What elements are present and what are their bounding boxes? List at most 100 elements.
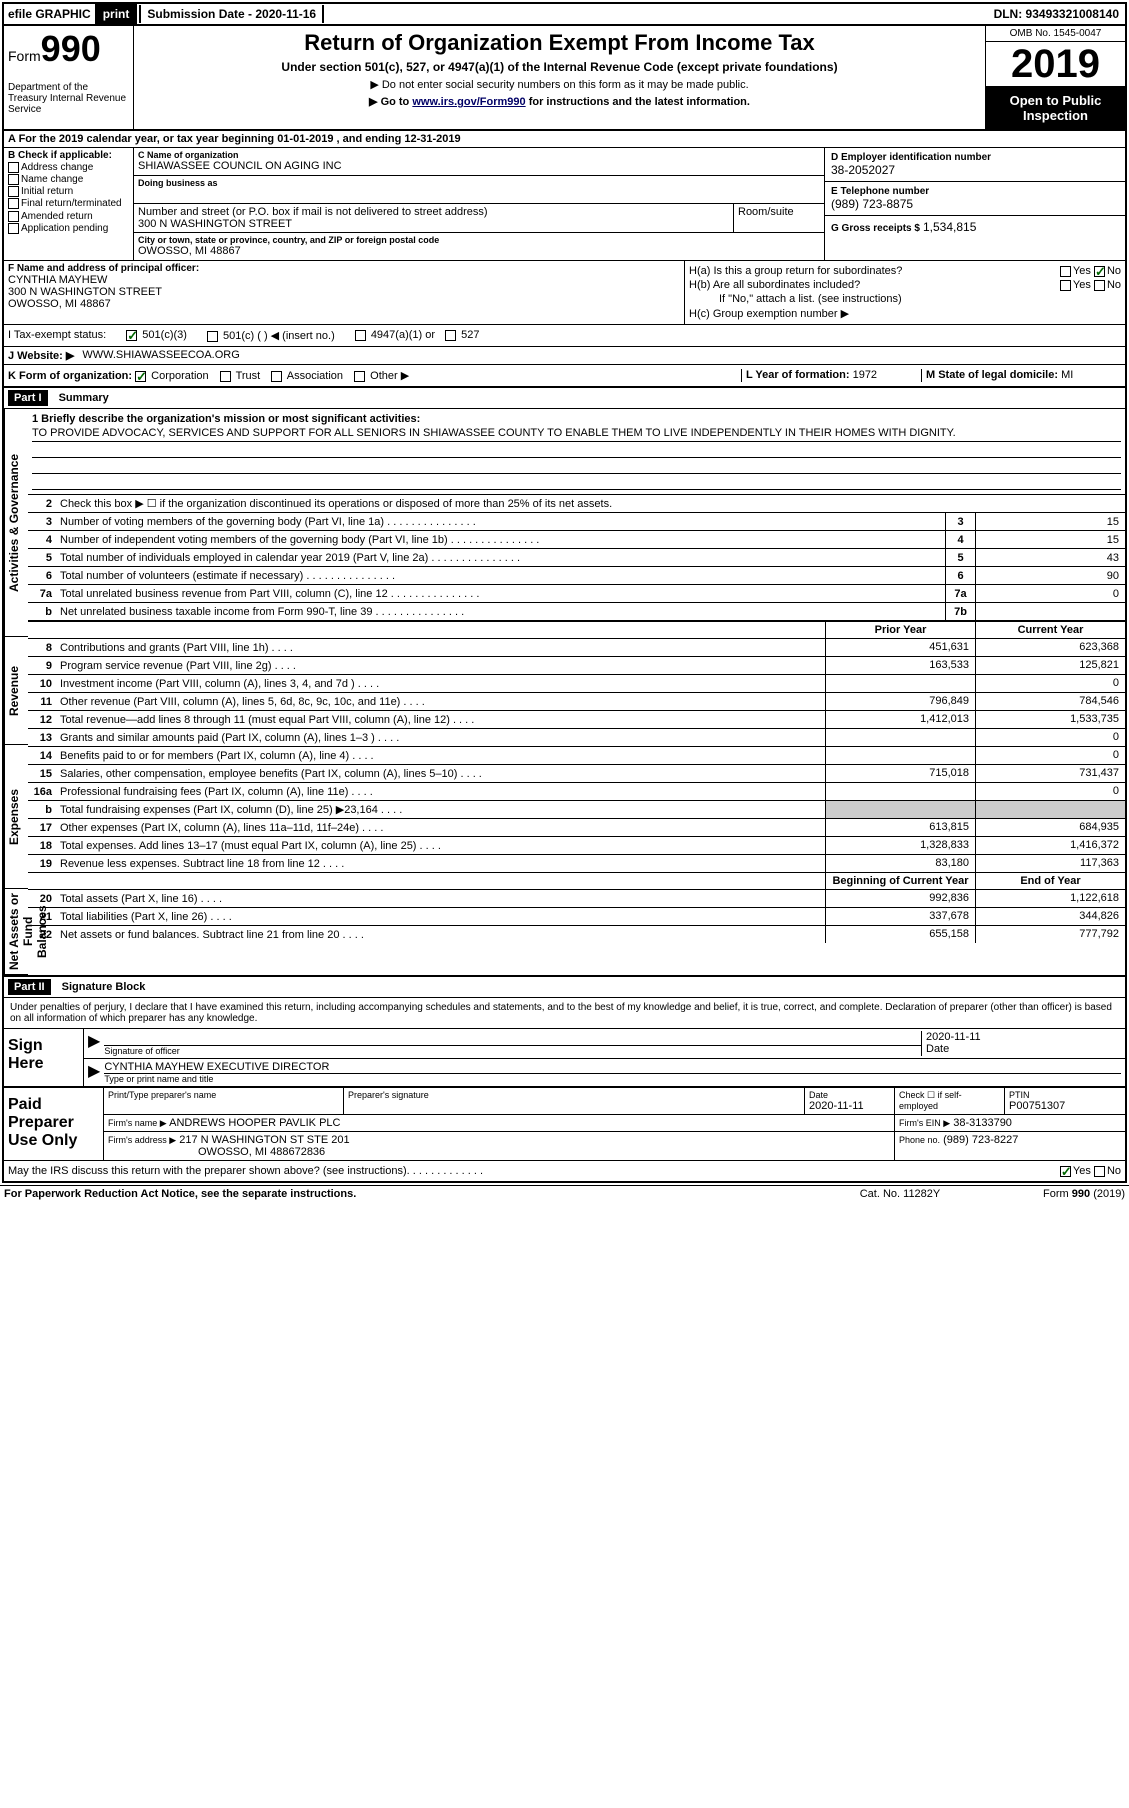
line1-label: 1 Briefly describe the organization's mi… (32, 413, 1121, 425)
side-expenses: Expenses (4, 745, 28, 889)
discuss-yes[interactable] (1060, 1166, 1071, 1177)
prep-date-val: 2020-11-11 (809, 1100, 890, 1112)
prior-year-hdr: Prior Year (825, 622, 975, 638)
header-sub1: Under section 501(c), 527, or 4947(a)(1)… (138, 60, 981, 74)
phone-label: E Telephone number (831, 186, 1119, 197)
sig-date-value: 2020-11-11 (926, 1031, 1121, 1043)
addr-label: Number and street (or P.O. box if mail i… (138, 206, 729, 218)
firm-addr1-val: 217 N WASHINGTON ST STE 201 (179, 1134, 349, 1146)
dept-treasury: Department of the Treasury Internal Reve… (8, 82, 129, 115)
chk-app-pending[interactable] (8, 223, 19, 234)
mission-section: 1 Briefly describe the organization's mi… (28, 409, 1125, 494)
prep-name-lbl: Print/Type preparer's name (108, 1090, 339, 1100)
m-label: M State of legal domicile: (926, 369, 1058, 381)
header-right: OMB No. 1545-0047 2019 Open to Public In… (985, 26, 1125, 129)
chk-corp[interactable] (135, 371, 146, 382)
discuss-label: May the IRS discuss this return with the… (8, 1165, 407, 1177)
line-22: 22Net assets or fund balances. Subtract … (28, 925, 1125, 943)
side-revenue: Revenue (4, 637, 28, 745)
chk-other[interactable] (354, 371, 365, 382)
line-14: 14Benefits paid to or for members (Part … (28, 746, 1125, 764)
chk-trust[interactable] (220, 371, 231, 382)
discuss-row: May the IRS discuss this return with the… (4, 1160, 1125, 1181)
sign-here-label: Sign Here (4, 1029, 84, 1086)
org-name-value: SHIAWASSEE COUNCIL ON AGING INC (138, 160, 820, 172)
header-center: Return of Organization Exempt From Incom… (134, 26, 985, 129)
line-20: 20Total assets (Part X, line 16) . . . .… (28, 889, 1125, 907)
website-value: WWW.SHIAWASSEECOA.ORG (82, 349, 239, 362)
col-f-officer: F Name and address of principal officer:… (4, 261, 685, 324)
irs-link[interactable]: www.irs.gov/Form990 (412, 96, 525, 108)
chk-501c[interactable] (207, 331, 218, 342)
lbl-corp: Corporation (151, 370, 208, 382)
line-18: 18Total expenses. Add lines 13–17 (must … (28, 836, 1125, 854)
lbl-527: 527 (461, 329, 479, 341)
chk-address-change[interactable] (8, 162, 19, 173)
part1-badge: Part I (8, 390, 48, 406)
side-activities: Activities & Governance (4, 409, 28, 637)
lbl-address-change: Address change (21, 162, 93, 173)
line-19: 19Revenue less expenses. Subtract line 1… (28, 854, 1125, 872)
form-title: Return of Organization Exempt From Incom… (138, 30, 981, 56)
top-bar: efile GRAPHIC print Submission Date - 20… (4, 4, 1125, 26)
line-a: A For the 2019 calendar year, or tax yea… (4, 131, 1125, 148)
hb-yes[interactable] (1060, 280, 1071, 291)
line-b: bNet unrelated business taxable income f… (28, 602, 1125, 620)
line-10: 10Investment income (Part VIII, column (… (28, 674, 1125, 692)
chk-501c3[interactable] (126, 330, 137, 341)
header-left: Form990 Department of the Treasury Inter… (4, 26, 134, 129)
end-year-hdr: End of Year (975, 873, 1125, 889)
gross-label: G Gross receipts $ (831, 223, 920, 234)
chk-527[interactable] (445, 330, 456, 341)
k-label: K Form of organization: (8, 370, 132, 382)
prep-sig-lbl: Preparer's signature (348, 1090, 800, 1100)
row-i-tax-status: I Tax-exempt status: 501(c)(3) 501(c) ( … (4, 325, 1125, 347)
ein-label: D Employer identification number (831, 152, 1119, 163)
chk-4947[interactable] (355, 330, 366, 341)
lbl-assoc: Association (287, 370, 343, 382)
chk-final-return[interactable] (8, 198, 19, 209)
print-button[interactable]: print (95, 4, 138, 24)
chk-initial-return[interactable] (8, 186, 19, 197)
form-990-container: efile GRAPHIC print Submission Date - 20… (2, 2, 1127, 1183)
chk-name-change[interactable] (8, 174, 19, 185)
m-value: MI (1061, 369, 1073, 381)
lbl-501c: 501(c) ( ) ◀ (insert no.) (223, 330, 335, 342)
dln-number: DLN: 93493321008140 (988, 5, 1125, 23)
begin-year-hdr: Beginning of Current Year (825, 873, 975, 889)
hb-no[interactable] (1094, 280, 1105, 291)
ha-yes[interactable] (1060, 266, 1071, 277)
mission-blank3 (32, 474, 1121, 490)
line-17: 17Other expenses (Part IX, column (A), l… (28, 818, 1125, 836)
lbl-app-pending: Application pending (21, 223, 108, 234)
efile-label: efile GRAPHIC (4, 5, 95, 23)
lbl-amended: Amended return (21, 211, 93, 222)
col-b-header: B Check if applicable: (8, 150, 129, 161)
hc-label: H(c) Group exemption number ▶ (689, 307, 1121, 320)
ha-no[interactable] (1094, 266, 1105, 277)
lbl-501c3: 501(c)(3) (142, 329, 187, 341)
ptin-val: P00751307 (1009, 1100, 1121, 1112)
omb-number: OMB No. 1545-0047 (986, 26, 1125, 42)
chk-assoc[interactable] (271, 371, 282, 382)
hb-note: If "No," attach a list. (see instruction… (689, 293, 1121, 305)
gross-value: 1,534,815 (923, 220, 976, 234)
dba-label: Doing business as (138, 178, 820, 188)
firm-addr2-val: OWOSSO, MI 488672836 (108, 1146, 890, 1158)
chk-amended[interactable] (8, 211, 19, 222)
row-k-l-m: K Form of organization: Corporation Trus… (4, 365, 1125, 388)
ptin-lbl: PTIN (1009, 1090, 1121, 1100)
paid-preparer-label: Paid Preparer Use Only (4, 1088, 104, 1160)
firm-addr-lbl: Firm's address ▶ (108, 1135, 176, 1145)
discuss-no[interactable] (1094, 1166, 1105, 1177)
firm-name-lbl: Firm's name ▶ (108, 1118, 167, 1128)
city-value: OWOSSO, MI 48867 (138, 245, 820, 257)
line2-desc: Check this box ▶ ☐ if the organization d… (56, 495, 1125, 512)
org-name-label: C Name of organization (138, 150, 820, 160)
officer-addr2: OWOSSO, MI 48867 (8, 298, 680, 310)
lbl-4947: 4947(a)(1) or (371, 329, 435, 341)
part1-body: Activities & Governance Revenue Expenses… (4, 409, 1125, 975)
sig-name-label: Type or print name and title (104, 1073, 1121, 1084)
website-label: J Website: ▶ (8, 349, 74, 362)
lbl-other: Other ▶ (370, 370, 409, 382)
